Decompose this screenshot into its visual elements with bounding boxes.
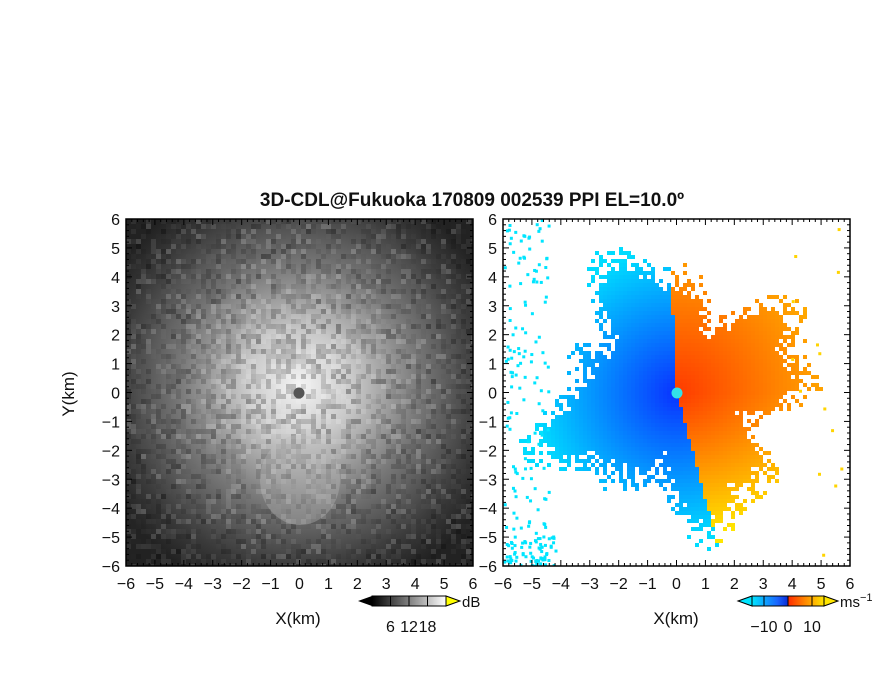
x-tick-label: 3 [759, 576, 768, 593]
x-tick-label: −3 [581, 576, 599, 593]
reflectivity-texture [126, 219, 473, 566]
velocity-axes: −6 −5 −4 −3 −2 −1 0 1 2 3 4 5 6 −6 −5 −4 −3 −2 −1 0 1 2 3 4 5 6 [479, 212, 855, 593]
x-tick-label: 2 [730, 576, 739, 593]
x-tick-label: 5 [817, 576, 826, 593]
reflectivity-panel: −6 −5 −4 −3 −2 −1 0 1 2 3 4 5 6 −6 −5 −4 −3 −2 −1 0 1 2 3 4 5 6 X… [59, 212, 478, 628]
velocity-panel: −6 −5 −4 −3 −2 −1 0 1 2 3 4 5 6 −6 −5 −4 −3 −2 −1 0 1 2 3 4 5 6 X… [479, 212, 855, 628]
y-tick-label: −6 [102, 559, 120, 576]
x-tick-label: 0 [672, 576, 681, 593]
y-tick-label: 1 [488, 357, 497, 374]
y-tick-label: 4 [488, 270, 497, 287]
x-tick-label: −2 [610, 576, 628, 593]
colorbar-left-unit: dB [462, 594, 480, 611]
velocity-colorbar: ms−1 −10 0 10 [736, 592, 873, 636]
colorbar-tick-label: −10 [750, 619, 777, 636]
y-tick-label: −1 [102, 414, 120, 431]
colorbar-tick-label: 18 [419, 619, 437, 636]
y-tick-label: 2 [488, 328, 497, 345]
x-tick-label: 1 [324, 576, 333, 593]
y-tick-label: 4 [111, 270, 120, 287]
y-tick-label: 6 [488, 212, 497, 229]
colorbar-right-high-arrow [823, 595, 840, 607]
y-tick-label: 2 [111, 328, 120, 345]
x-tick-label: −1 [261, 576, 279, 593]
x-tick-label: −1 [638, 576, 656, 593]
chart-title: 3D-CDL@Fukuoka 170809 002539 PPI EL=10.0… [260, 190, 684, 211]
x-tick-label: 0 [295, 576, 304, 593]
radar-center-marker-left [293, 387, 305, 399]
x-tick-label: −5 [523, 576, 541, 593]
velocity-field [503, 219, 844, 566]
x-tick-label: 6 [846, 576, 855, 593]
x-axis-label-left: X(km) [275, 609, 320, 628]
reflectivity-axes: −6 −5 −4 −3 −2 −1 0 1 2 3 4 5 6 −6 −5 −4 −3 −2 −1 0 1 2 3 4 5 6 [102, 212, 478, 593]
y-tick-label: 1 [111, 357, 120, 374]
x-tick-label: −5 [146, 576, 164, 593]
y-tick-label: −6 [479, 559, 497, 576]
y-tick-label: −2 [479, 443, 497, 460]
y-tick-label: −5 [479, 530, 497, 547]
x-tick-label: 5 [440, 576, 449, 593]
y-tick-label: −1 [479, 414, 497, 431]
y-tick-label: 3 [488, 299, 497, 316]
y-tick-label: −3 [479, 472, 497, 489]
colorbar-tick-label: 12 [400, 619, 418, 636]
y-tick-label: 6 [111, 212, 120, 229]
y-tick-label: 5 [488, 241, 497, 258]
y-tick-label: −3 [102, 472, 120, 489]
x-tick-label: 1 [701, 576, 710, 593]
radar-center-marker-right [671, 387, 683, 399]
colorbar-tick-label: 10 [803, 619, 821, 636]
x-tick-label: 6 [469, 576, 478, 593]
colorbar-right-unit: ms−1 [840, 592, 873, 611]
x-tick-label: −6 [117, 576, 135, 593]
y-tick-label: −5 [102, 530, 120, 547]
colorbar-left-low-arrow [358, 596, 372, 606]
y-tick-label: −4 [479, 501, 497, 518]
x-tick-label: 2 [353, 576, 362, 593]
y-tick-label: 5 [111, 241, 120, 258]
x-tick-label: −6 [494, 576, 512, 593]
y-tick-label: −2 [102, 443, 120, 460]
y-tick-label: 0 [111, 386, 120, 403]
y-axis-label: Y(km) [59, 371, 78, 416]
colorbar-tick-label: 6 [386, 619, 395, 636]
x-axis-label-right: X(km) [653, 609, 698, 628]
colorbar-left-high-arrow [445, 595, 462, 607]
colorbar-tick-label: 0 [784, 619, 793, 636]
y-tick-label: −4 [102, 501, 120, 518]
x-tick-label: 3 [382, 576, 391, 593]
x-tick-label: −4 [552, 576, 570, 593]
y-tick-label: 3 [111, 299, 120, 316]
x-tick-label: −3 [204, 576, 222, 593]
x-tick-label: −2 [233, 576, 251, 593]
x-tick-label: 4 [411, 576, 420, 593]
colorbar-right-low-arrow [736, 595, 753, 607]
x-tick-label: −4 [175, 576, 193, 593]
reflectivity-colorbar: dB 6 12 18 [358, 594, 480, 636]
y-tick-label: 0 [488, 386, 497, 403]
x-tick-label: 4 [788, 576, 797, 593]
